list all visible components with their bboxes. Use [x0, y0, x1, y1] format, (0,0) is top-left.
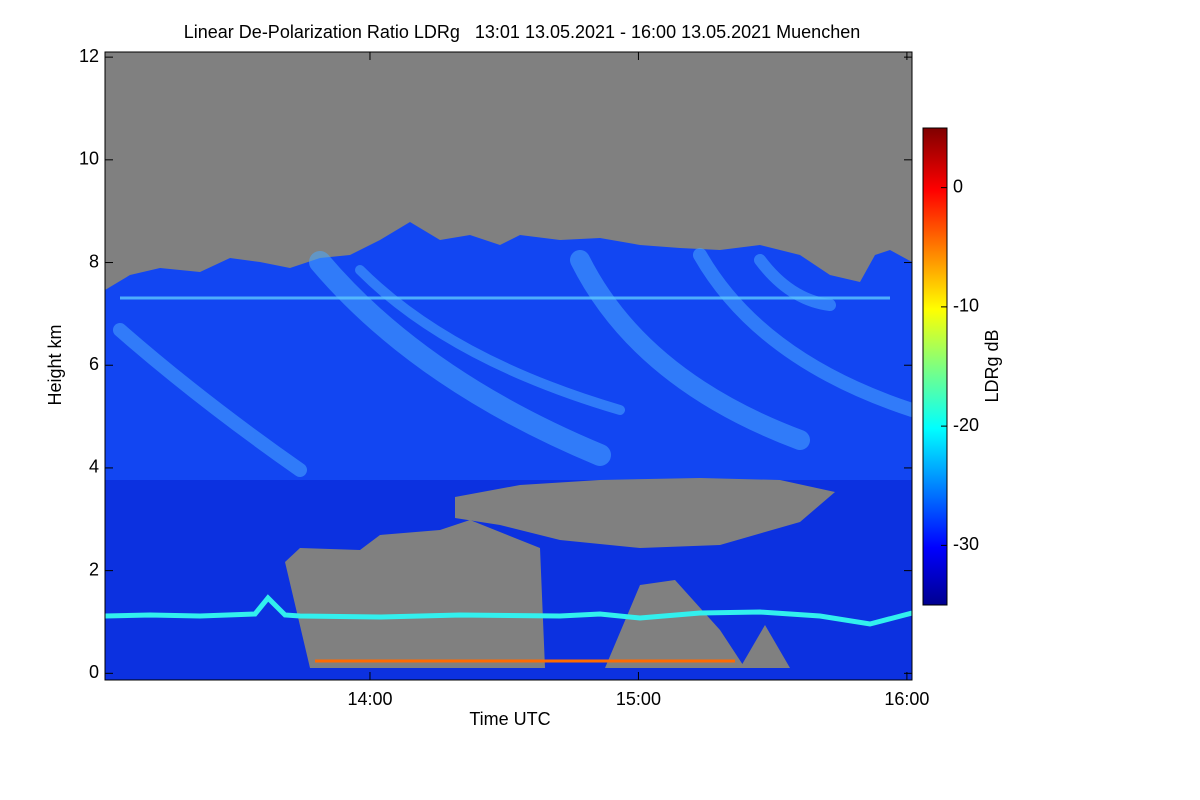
x-axis-label: Time UTC [469, 709, 550, 729]
y-axis-label: Height km [45, 324, 65, 405]
y-tick-label: 12 [79, 46, 99, 66]
colorbar-tick-label: -30 [953, 534, 979, 554]
colorbar-tick-label: 0 [953, 176, 963, 196]
colorbar-tick-label: -10 [953, 296, 979, 316]
x-tick-label: 14:00 [347, 689, 392, 709]
y-tick-label: 2 [89, 559, 99, 579]
y-tick-label: 4 [89, 457, 99, 477]
plot-frame [104, 51, 913, 681]
x-tick-label: 16:00 [884, 689, 929, 709]
colorbar-tick-label: -20 [953, 415, 979, 435]
colorbar [922, 127, 948, 606]
x-tick-label: 15:00 [616, 689, 661, 709]
y-tick-label: 8 [89, 251, 99, 271]
y-tick-label: 10 [79, 149, 99, 169]
y-tick-label: 6 [89, 354, 99, 374]
y-tick-label: 0 [89, 662, 99, 682]
chart-title: Linear De-Polarization Ratio LDRg 13:01 … [184, 22, 860, 42]
colorbar-label: LDRg dB [982, 329, 1002, 402]
heatmap-image [105, 52, 912, 680]
